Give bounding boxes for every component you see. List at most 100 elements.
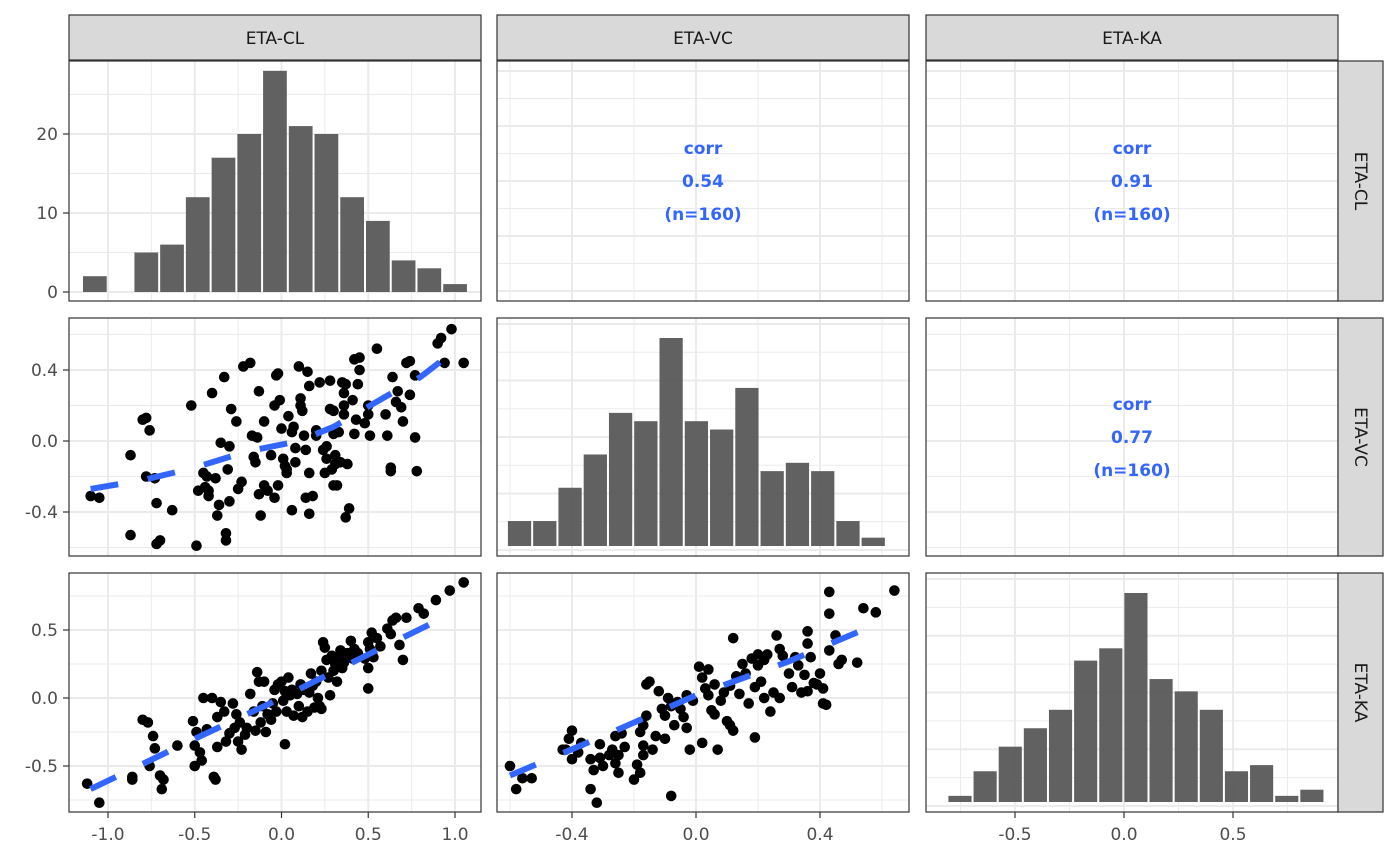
histogram-bar: [391, 260, 416, 292]
scatter-point: [613, 749, 624, 761]
row-strip-eta-ka: [1337, 572, 1384, 813]
scatter-point: [220, 736, 232, 747]
scatter-point: [281, 467, 293, 479]
histogram-bar: [417, 268, 442, 292]
panel-border: [68, 572, 482, 813]
scatter-point: [212, 741, 223, 753]
scatter-point: [631, 759, 643, 770]
x-tick-label: -0.5: [998, 825, 1031, 845]
scatter-point: [444, 585, 456, 596]
scatter-point: [300, 444, 312, 456]
scatter-point: [404, 355, 416, 367]
fit-line: [508, 619, 884, 779]
scatter-point: [194, 747, 206, 758]
scatter-point: [255, 510, 266, 521]
histogram-bar: [861, 537, 885, 546]
scatter-point: [665, 790, 677, 802]
scatter-point: [382, 430, 393, 441]
scatter-point: [401, 612, 412, 624]
scatter-point: [258, 676, 270, 687]
y-tick-label: 0.0: [31, 689, 58, 709]
scatter-point: [362, 409, 374, 420]
scatter-point: [743, 698, 754, 709]
scatter-point: [251, 666, 263, 678]
scatter-point: [213, 499, 225, 511]
histogram-bar: [1099, 648, 1123, 802]
scatter-point: [504, 760, 516, 772]
scatter-point: [302, 366, 313, 378]
histogram-bar: [760, 471, 784, 546]
row-strip-label: ETA-CL: [1350, 152, 1370, 211]
panel-background: [926, 318, 1338, 556]
scatter-point: [851, 657, 863, 668]
scatter-point: [172, 740, 183, 751]
scatter-point: [345, 635, 357, 647]
scatter-point: [364, 430, 376, 441]
scatter-point: [331, 480, 343, 491]
strip-label: ETA-KA: [1102, 29, 1162, 49]
scatter-point: [125, 529, 136, 541]
corr-value: 0.91: [1111, 172, 1153, 192]
panel-border: [496, 572, 910, 813]
panel-border: [68, 60, 482, 302]
scatter-point: [591, 797, 603, 809]
scatter-point: [236, 476, 247, 488]
scatter-point: [206, 387, 218, 399]
scatter-point: [158, 774, 169, 785]
panel-border: [496, 60, 910, 302]
scatter-point: [215, 437, 227, 449]
scatter-point: [210, 472, 221, 484]
y-tick-label: 20: [36, 125, 58, 145]
scatter-point: [526, 772, 537, 784]
scatter-point: [201, 471, 213, 482]
scatter-point: [566, 725, 578, 736]
row-strip-eta-vc: [1337, 317, 1384, 557]
histogram-bar: [160, 244, 184, 292]
scatter-point: [793, 660, 804, 671]
scatter-point: [762, 649, 773, 660]
scatter-point: [563, 733, 575, 745]
scatter-point: [316, 665, 327, 677]
histogram-bar: [314, 134, 339, 292]
scatter-point: [151, 497, 162, 509]
scatter-point: [328, 405, 339, 417]
histogram-bar: [836, 521, 860, 546]
corr-n: (n=160): [664, 205, 741, 225]
histogram-bar: [82, 276, 107, 292]
scatter-point: [224, 496, 235, 507]
row-strip-eta-cl: [1337, 60, 1384, 302]
histogram-bar: [973, 771, 997, 802]
histogram-bar: [1149, 679, 1173, 802]
scatter-point: [659, 710, 671, 721]
scatter-point: [241, 722, 253, 734]
histogram-bar: [684, 421, 709, 546]
scatter-point: [288, 710, 299, 721]
scatter-point: [638, 749, 649, 761]
scatter-point: [681, 722, 692, 734]
scatter-point: [628, 774, 640, 785]
scatter-point: [312, 692, 324, 704]
scatter-point: [218, 706, 230, 717]
scatter-point: [232, 736, 244, 747]
scatter-point: [144, 425, 155, 436]
scatter-point: [734, 688, 745, 700]
scatter-point: [390, 612, 402, 624]
scatter-point: [737, 658, 748, 670]
scatter-point: [338, 387, 350, 399]
scatter-point: [634, 767, 646, 779]
scatter-point: [647, 744, 658, 755]
scatter-point: [696, 672, 708, 683]
histogram-bar: [1074, 660, 1098, 802]
scatter-point: [206, 692, 218, 704]
scatter-point: [799, 669, 810, 681]
scatter-point: [650, 730, 661, 742]
scatter-point: [321, 453, 332, 465]
strip-eta-vc: [496, 14, 910, 61]
histogram-bar: [211, 157, 236, 292]
scatter-point: [94, 492, 105, 504]
scatter-point: [196, 755, 207, 766]
scatter-point: [125, 449, 136, 461]
scatter-point: [276, 423, 287, 434]
scatter-point: [151, 538, 162, 550]
scatter-point: [802, 626, 813, 637]
